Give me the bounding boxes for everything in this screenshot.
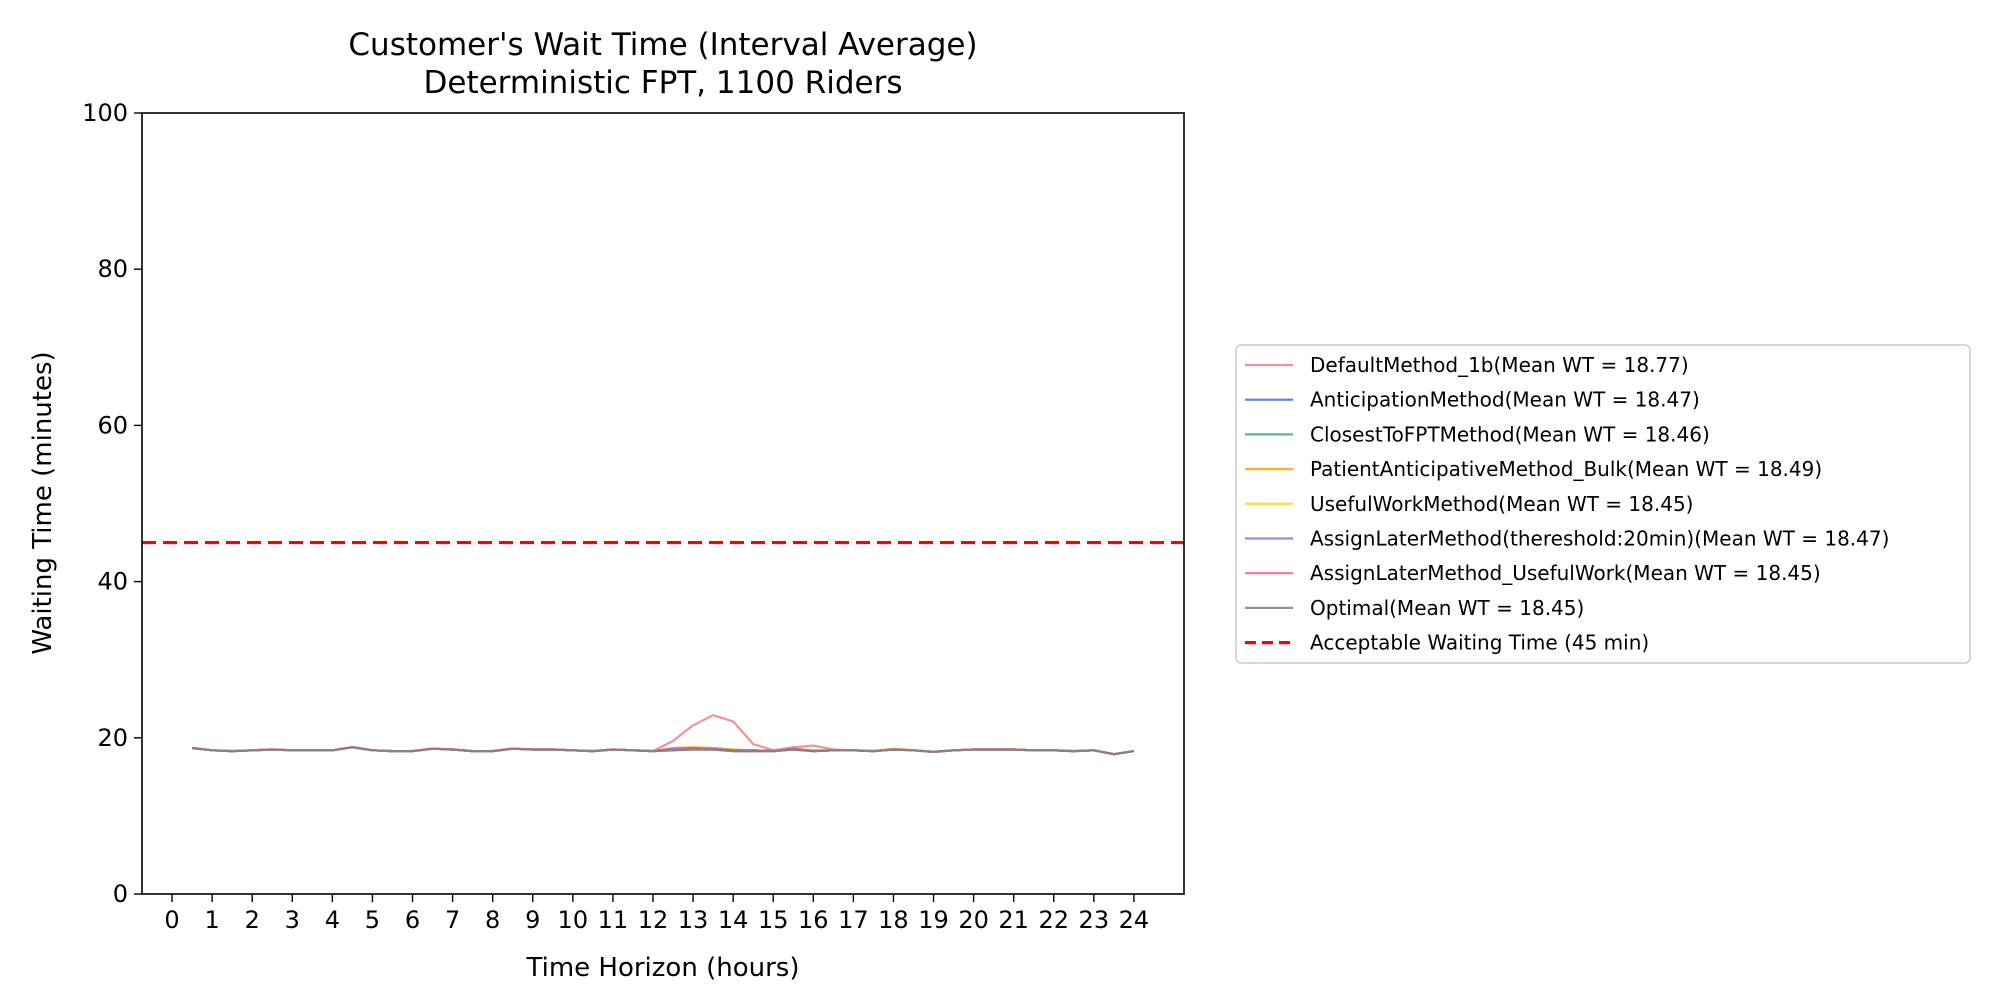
legend-item: PatientAnticipativeMethod_Bulk(Mean WT =… — [1245, 457, 1822, 481]
y-axis: 0 20 40 60 80 100 — [82, 99, 142, 908]
x-tick-label: 14 — [718, 906, 749, 934]
x-tick-label: 16 — [798, 906, 829, 934]
x-tick-label: 7 — [445, 906, 460, 934]
y-tick-label: 60 — [97, 411, 128, 439]
legend-item: AssignLaterMethod_UsefulWork(Mean WT = 1… — [1245, 561, 1821, 585]
y-tick-label: 0 — [113, 880, 128, 908]
x-axis-label: Time Horizon (hours) — [526, 953, 800, 983]
x-tick-label: 18 — [878, 906, 909, 934]
legend-item: AssignLaterMethod(thereshold:20min)(Mean… — [1245, 527, 1889, 551]
x-tick-label: 10 — [558, 906, 589, 934]
x-axis: 0 1 2 3 4 5 6 7 8 9 10 11 12 13 14 15 16 17 18 19 20 21 22 23 24 — [164, 894, 1149, 934]
x-tick-label: 1 — [204, 906, 219, 934]
legend-item: AnticipationMethod(Mean WT = 18.47) — [1245, 388, 1700, 412]
legend-label: PatientAnticipativeMethod_Bulk(Mean WT =… — [1310, 457, 1822, 481]
legend-frame — [1235, 344, 1971, 664]
legend-label: DefaultMethod_1b(Mean WT = 18.77) — [1310, 353, 1689, 377]
series-line-8 — [191, 746, 1135, 756]
x-tick-label: 12 — [638, 906, 669, 934]
legend-item: Optimal(Mean WT = 18.45) — [1245, 596, 1584, 620]
x-tick-label: 6 — [405, 906, 420, 934]
legend-label: UsefulWorkMethod(Mean WT = 18.45) — [1310, 492, 1693, 516]
x-tick-label: 23 — [1079, 906, 1110, 934]
y-tick-label: 40 — [97, 568, 128, 596]
x-tick-label: 4 — [325, 906, 340, 934]
x-tick-label: 17 — [838, 906, 869, 934]
y-axis-label: Waiting Time (minutes) — [28, 351, 58, 654]
x-tick-label: 2 — [245, 906, 260, 934]
x-tick-label: 20 — [958, 906, 989, 934]
x-tick-label: 9 — [525, 906, 540, 934]
legend-items: DefaultMethod_1b(Mean WT = 18.77) Anticip… — [1245, 353, 1889, 655]
series-layer — [191, 714, 1135, 756]
legend-item: DefaultMethod_1b(Mean WT = 18.77) — [1245, 353, 1689, 377]
plot-area — [141, 112, 1185, 895]
legend-item: ClosestToFPTMethod(Mean WT = 18.46) — [1245, 422, 1710, 446]
y-tick-label: 80 — [97, 255, 128, 283]
x-tick-label: 15 — [758, 906, 789, 934]
x-tick-label: 8 — [485, 906, 500, 934]
legend-label: AssignLaterMethod_UsefulWork(Mean WT = 1… — [1310, 561, 1821, 585]
chart-title: Customer's Wait Time (Interval Average) — [348, 27, 977, 63]
legend-label: ClosestToFPTMethod(Mean WT = 18.46) — [1310, 422, 1710, 446]
chart-subtitle: Deterministic FPT, 1100 Riders — [424, 65, 903, 101]
x-tick-label: 19 — [918, 906, 949, 934]
legend-label: AnticipationMethod(Mean WT = 18.47) — [1310, 388, 1700, 412]
y-tick-label: 100 — [82, 99, 128, 127]
legend-item: Acceptable Waiting Time (45 min) — [1245, 631, 1649, 655]
x-tick-label: 0 — [164, 906, 179, 934]
x-tick-label: 22 — [1038, 906, 1069, 934]
legend-label: Acceptable Waiting Time (45 min) — [1310, 631, 1649, 655]
x-tick-label: 13 — [678, 906, 709, 934]
legend-label: Optimal(Mean WT = 18.45) — [1310, 596, 1584, 620]
y-tick-label: 20 — [97, 724, 128, 752]
x-tick-label: 21 — [998, 906, 1029, 934]
x-tick-label: 3 — [285, 906, 300, 934]
x-tick-label: 11 — [598, 906, 629, 934]
legend-label: AssignLaterMethod(thereshold:20min)(Mean… — [1310, 527, 1889, 551]
plot-frame — [141, 112, 1185, 895]
x-tick-label: 24 — [1119, 906, 1150, 934]
legend: DefaultMethod_1b(Mean WT = 18.77) Anticip… — [1235, 344, 1971, 664]
x-tick-label: 5 — [365, 906, 380, 934]
legend-item: UsefulWorkMethod(Mean WT = 18.45) — [1245, 492, 1693, 516]
